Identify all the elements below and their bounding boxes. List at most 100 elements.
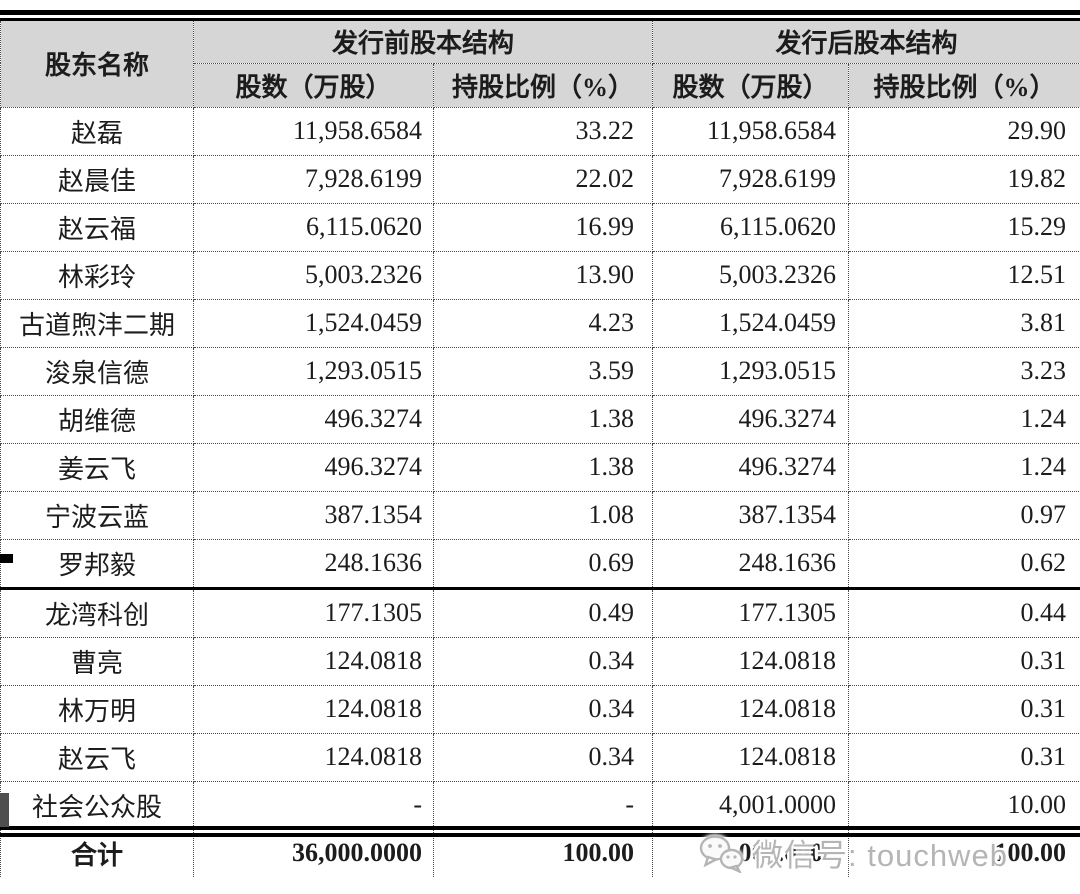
- page-edge-mark: [0, 554, 13, 563]
- shareholder-name: 浚泉信德: [0, 346, 194, 396]
- shareholder-name: 罗邦毅: [0, 538, 194, 589]
- col-header-pre-ratio: 持股比例（%）: [432, 63, 654, 108]
- table-body: 赵磊 11,958.6584 33.22 11,958.6584 29.90 赵晨佳 7,9…: [0, 106, 1080, 877]
- table-row: 赵云飞 124.0818 0.34 124.0818 0.31: [0, 732, 1080, 782]
- table-row: 古道煦沣二期 1,524.0459 4.23 1,524.0459 3.81: [0, 298, 1080, 348]
- col-group-post-issue: 发行后股本结构: [652, 21, 1080, 64]
- shareholder-name: 宁波云蓝: [0, 490, 194, 540]
- table-row: 赵晨佳 7,928.6199 22.02 7,928.6199 19.82: [0, 154, 1080, 204]
- pre-ratio-value: 1.38: [432, 394, 654, 444]
- post-shares-value: 496.3274: [652, 442, 850, 492]
- post-ratio-value: 1.24: [848, 394, 1080, 444]
- col-group-pre-issue: 发行前股本结构: [192, 21, 654, 64]
- shareholder-name: 赵云飞: [0, 732, 194, 782]
- pre-ratio-value: 33.22: [432, 106, 654, 156]
- pre-ratio-value: 0.69: [432, 538, 654, 589]
- pre-ratio-value: 0.34: [432, 684, 654, 734]
- post-shares-value: 387.1354: [652, 490, 850, 540]
- post-shares-value: 1,293.0515: [652, 346, 850, 396]
- post-shares-value: 496.3274: [652, 394, 850, 444]
- table-row: 浚泉信德 1,293.0515 3.59 1,293.0515 3.23: [0, 346, 1080, 396]
- post-ratio-value: 1.24: [848, 442, 1080, 492]
- shareholder-name: 社会公众股: [0, 780, 194, 830]
- pre-shares-value: 1,293.0515: [193, 346, 434, 396]
- col-header-post-shares: 股数（万股）: [652, 63, 850, 108]
- table-row: 赵云福 6,115.0620 16.99 6,115.0620 15.29: [0, 202, 1080, 252]
- page-edge-mark: [0, 793, 9, 827]
- pre-shares-value: 5,003.2326: [193, 250, 434, 300]
- post-shares-value: 177.1305: [652, 586, 850, 638]
- shareholder-name: 林万明: [0, 684, 194, 734]
- post-shares-value: 4,001.0000: [652, 780, 850, 830]
- pre-shares-value: 248.1636: [193, 538, 434, 589]
- table-bottom-double-rule: [0, 826, 1080, 837]
- pre-shares-value: 177.1305: [193, 586, 434, 638]
- watermark: 微信号: touchweb: [698, 830, 1008, 875]
- pre-ratio-value: 13.90: [432, 250, 654, 300]
- pre-shares-value: 387.1354: [193, 490, 434, 540]
- pre-ratio-value: 0.34: [432, 732, 654, 782]
- pre-shares-value: 6,115.0620: [193, 202, 434, 252]
- table-row: 曹亮 124.0818 0.34 124.0818 0.31: [0, 636, 1080, 686]
- table-row: 宁波云蓝 387.1354 1.08 387.1354 0.97: [0, 490, 1080, 540]
- pre-shares-value: 124.0818: [193, 636, 434, 686]
- pre-ratio-value: 3.59: [432, 346, 654, 396]
- shareholder-name: 赵晨佳: [0, 154, 194, 204]
- post-ratio-value: 3.81: [848, 298, 1080, 348]
- pre-shares-value: 124.0818: [193, 732, 434, 782]
- col-header-shareholder: 股东名称: [0, 21, 194, 108]
- post-shares-value: 6,115.0620: [652, 202, 850, 252]
- pre-shares-value: 1,524.0459: [193, 298, 434, 348]
- post-shares-value: 124.0818: [652, 636, 850, 686]
- post-shares-value: 248.1636: [652, 538, 850, 589]
- pre-ratio-value: 4.23: [432, 298, 654, 348]
- col-header-post-ratio: 持股比例（%）: [848, 63, 1080, 108]
- table-row: 胡维德 496.3274 1.38 496.3274 1.24: [0, 394, 1080, 444]
- shareholder-name: 古道煦沣二期: [0, 298, 194, 348]
- post-ratio-value: 0.44: [848, 586, 1080, 638]
- post-ratio-value: 10.00: [848, 780, 1080, 830]
- post-ratio-value: 0.97: [848, 490, 1080, 540]
- post-shares-value: 124.0818: [652, 732, 850, 782]
- pre-ratio-value: 1.08: [432, 490, 654, 540]
- pre-shares-value: 496.3274: [193, 442, 434, 492]
- shareholder-name: 赵云福: [0, 202, 194, 252]
- watermark-text: 微信号: touchweb: [752, 838, 1008, 873]
- table-row: 林彩玲 5,003.2326 13.90 5,003.2326 12.51: [0, 250, 1080, 300]
- table-row: 龙湾科创 177.1305 0.49 177.1305 0.44: [0, 586, 1080, 638]
- table-top-double-rule: [0, 10, 1080, 21]
- pre-shares-value: 7,928.6199: [193, 154, 434, 204]
- pre-ratio-value: -: [432, 780, 654, 830]
- post-shares-value: 11,958.6584: [652, 106, 850, 156]
- table-row: 林万明 124.0818 0.34 124.0818 0.31: [0, 684, 1080, 734]
- shareholder-name: 曹亮: [0, 636, 194, 686]
- shareholder-name: 赵磊: [0, 106, 194, 156]
- pre-ratio-value: 16.99: [432, 202, 654, 252]
- pre-shares-value: 124.0818: [193, 684, 434, 734]
- pre-ratio-value: 0.49: [432, 586, 654, 638]
- post-ratio-value: 0.62: [848, 538, 1080, 589]
- post-ratio-value: 29.90: [848, 106, 1080, 156]
- post-shares-value: 124.0818: [652, 684, 850, 734]
- wechat-icon: [699, 834, 744, 873]
- post-ratio-value: 0.31: [848, 636, 1080, 686]
- table-header: 股东名称 发行前股本结构 发行后股本结构 股数（万股） 持股比例（%） 股数（万…: [0, 21, 1080, 108]
- pre-shares-value: -: [193, 780, 434, 830]
- post-ratio-value: 0.31: [848, 732, 1080, 782]
- pre-ratio-value: 1.38: [432, 442, 654, 492]
- post-shares-value: 1,524.0459: [652, 298, 850, 348]
- shareholder-name: 林彩玲: [0, 250, 194, 300]
- table-row: 社会公众股 - -4,001.0000 10.00: [0, 780, 1080, 830]
- post-ratio-value: 15.29: [848, 202, 1080, 252]
- shareholder-name: 龙湾科创: [0, 586, 194, 638]
- table-row: 姜云飞 496.3274 1.38 496.3274 1.24: [0, 442, 1080, 492]
- shareholding-structure-table: 股东名称 发行前股本结构 发行后股本结构 股数（万股） 持股比例（%） 股数（万…: [0, 21, 1080, 877]
- shareholder-name: 胡维德: [0, 394, 194, 444]
- post-ratio-value: 12.51: [848, 250, 1080, 300]
- pre-ratio-value: 22.02: [432, 154, 654, 204]
- post-ratio-value: 19.82: [848, 154, 1080, 204]
- table-row: 赵磊 11,958.6584 33.22 11,958.6584 29.90: [0, 106, 1080, 156]
- shareholder-name: 姜云飞: [0, 442, 194, 492]
- post-shares-value: 7,928.6199: [652, 154, 850, 204]
